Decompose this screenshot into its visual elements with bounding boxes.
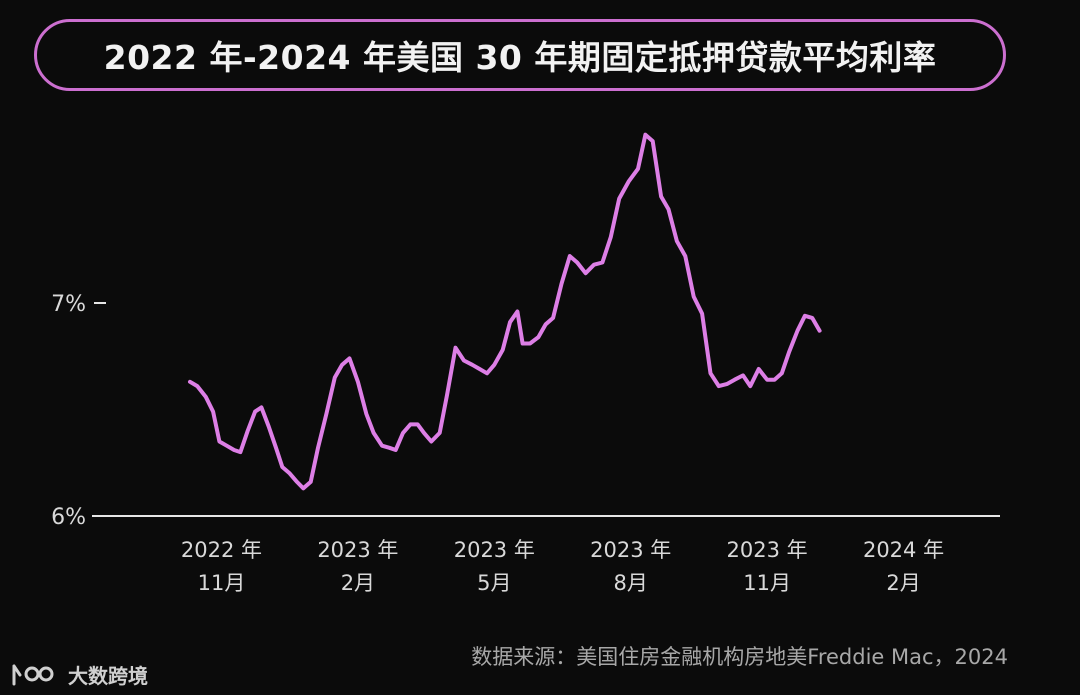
- x-tick-label-year: 2023 年: [317, 538, 398, 562]
- x-tick-label-month: 11月: [743, 571, 791, 595]
- x-tick-label-month: 8月: [614, 571, 648, 595]
- y-tick-label: 7%: [51, 292, 86, 317]
- watermark-text: 大数跨境: [68, 664, 148, 688]
- watermark-logo-icon: [12, 664, 54, 685]
- series-line-rate: [188, 132, 822, 491]
- x-tick-label-year: 2023 年: [454, 538, 535, 562]
- x-tick-label-year: 2024 年: [863, 538, 944, 562]
- x-tick-label-year: 2023 年: [727, 538, 808, 562]
- x-tick-label-year: 2022 年: [181, 538, 262, 562]
- title-pill: 2022 年-2024 年美国 30 年期固定抵押贷款平均利率: [34, 19, 1006, 91]
- watermark: 大数跨境: [10, 660, 148, 689]
- chart-title: 2022 年-2024 年美国 30 年期固定抵押贷款平均利率: [103, 38, 937, 77]
- y-tick-label: 6%: [51, 505, 86, 530]
- source-note: 数据来源：美国住房金融机构房地美Freddie Mac，2024: [471, 645, 1008, 669]
- x-tick-label-month: 11月: [198, 571, 246, 595]
- x-tick-label-month: 5月: [477, 571, 511, 595]
- x-tick-label-month: 2月: [886, 571, 920, 595]
- x-tick-label-year: 2023 年: [590, 538, 671, 562]
- x-tick-label-month: 2月: [341, 571, 375, 595]
